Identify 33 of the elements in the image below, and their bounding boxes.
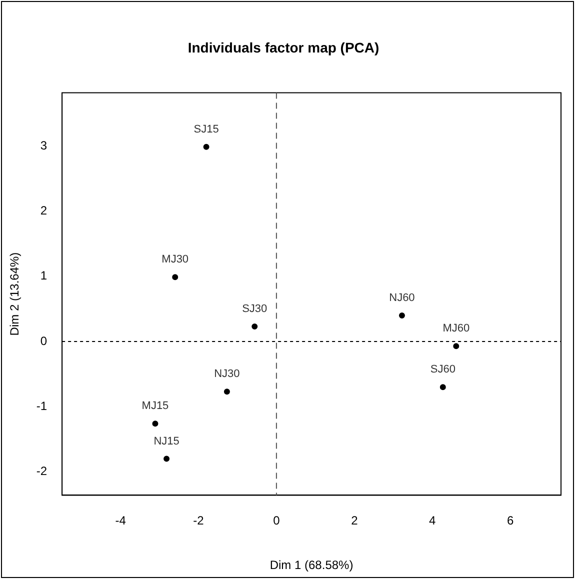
annotation: NJ60 <box>389 292 415 304</box>
point <box>440 384 446 390</box>
y-tick-label: 3 <box>40 138 48 153</box>
y-tick-label: -2 <box>36 464 48 478</box>
y-tick-label: 1 <box>40 268 48 283</box>
annotation: SJ60 <box>430 364 456 376</box>
chart-title: Individuals factor map (PCA) <box>188 39 380 56</box>
point <box>398 312 405 318</box>
x-axis-title: Dim 1 (68.58%) <box>270 558 354 572</box>
annotation: SJ30 <box>242 303 268 316</box>
x-tick-label: 4 <box>429 514 436 528</box>
point <box>164 456 170 462</box>
annotation: MJ30 <box>162 254 189 266</box>
y-tick-label: -1 <box>36 398 48 413</box>
x-tick-label: -2 <box>193 514 204 528</box>
point <box>152 420 158 427</box>
annotation: MJ60 <box>442 322 470 335</box>
x-tick-label: 2 <box>351 514 358 528</box>
point <box>172 274 178 280</box>
y-tick-label: 0 <box>40 334 48 348</box>
point <box>224 388 230 395</box>
point <box>203 144 210 150</box>
x-tick-label: 0 <box>273 514 280 528</box>
annotation: MJ15 <box>142 400 169 412</box>
annotation: NJ30 <box>214 368 240 380</box>
x-tick-label: -4 <box>115 514 126 528</box>
point <box>453 343 460 350</box>
point <box>252 324 258 330</box>
annotation: NJ15 <box>154 435 180 448</box>
y-tick-label: 2 <box>40 204 48 218</box>
y-axis-title: Dim 2 (13.64%) <box>8 252 22 336</box>
x-tick-label: 6 <box>506 514 514 528</box>
annotation: SJ15 <box>194 123 219 136</box>
